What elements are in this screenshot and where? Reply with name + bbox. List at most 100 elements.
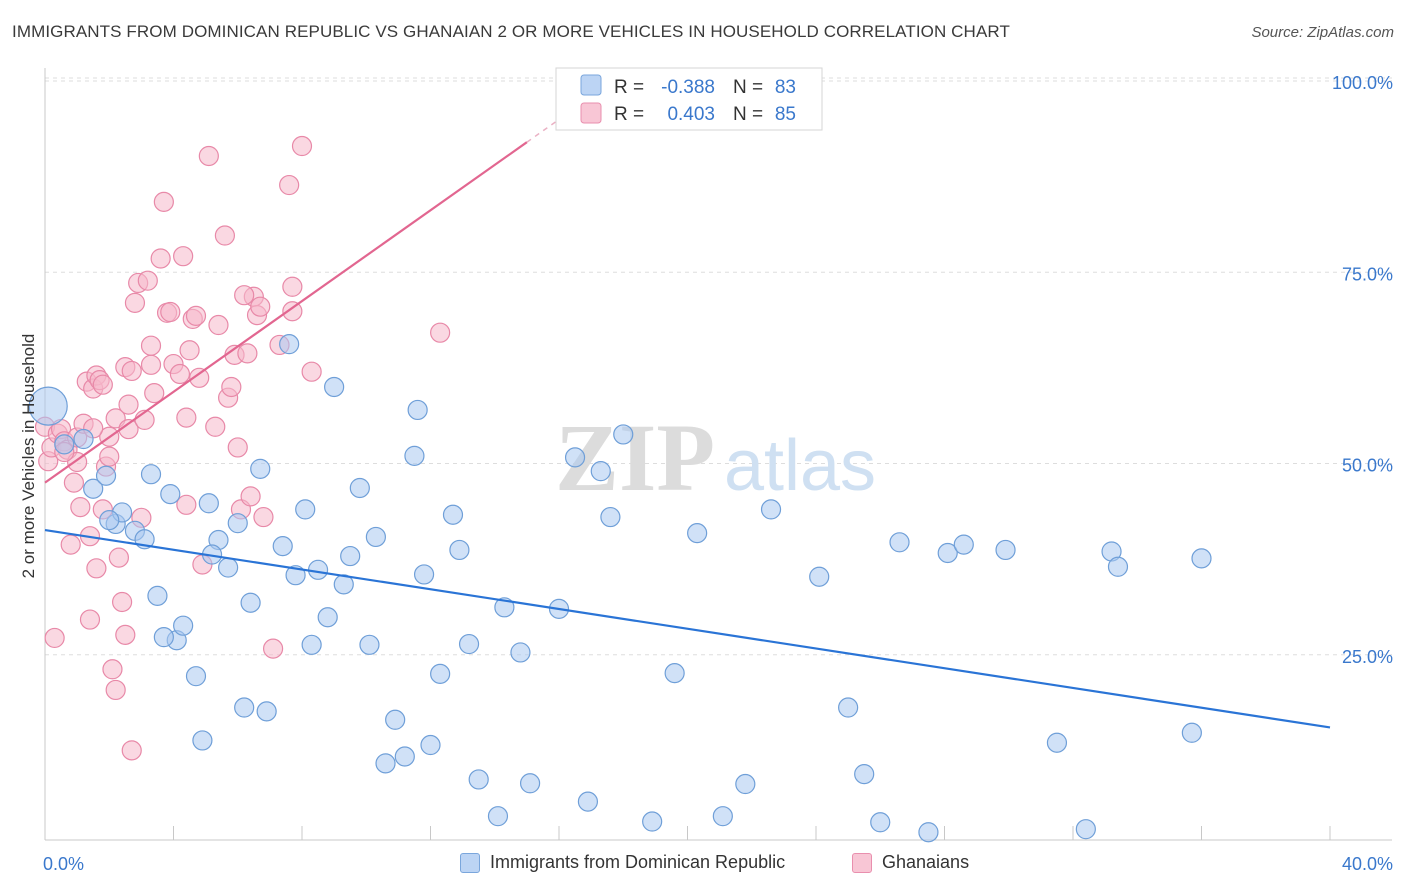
dominican-point <box>192 730 213 751</box>
ghanaians-point <box>169 363 191 385</box>
dominican-point <box>735 773 756 795</box>
y-tick-label: 100.0% <box>1332 73 1393 93</box>
bottom-legend: Immigrants from Dominican Republic Ghana… <box>0 852 1406 876</box>
dominican-point <box>1046 732 1068 753</box>
ghanaians-point <box>189 367 210 388</box>
ghanaians-point <box>234 285 255 306</box>
ghanaians-point <box>262 638 284 659</box>
dominican-point <box>198 493 219 514</box>
x-tick-label: 40.0% <box>1342 854 1393 874</box>
dominican-point <box>394 746 415 767</box>
ghanaians-point <box>291 135 313 157</box>
ghanaians-point <box>150 248 171 269</box>
ghanaians-point <box>282 276 303 297</box>
ghanaians-point <box>86 558 107 579</box>
legend-r-label-2: R = <box>614 104 644 125</box>
dominican-point <box>173 615 194 636</box>
ghanaians-point <box>237 343 258 364</box>
legend-r-value-2: 0.403 <box>667 104 715 125</box>
dominican-point <box>301 634 322 655</box>
legend-label-dominican: Immigrants from Dominican Republic <box>490 852 786 872</box>
dominican-point <box>458 633 480 655</box>
dominican-point <box>285 565 306 586</box>
legend-n-value-1: 83 <box>775 77 796 98</box>
dominican-point <box>83 478 104 499</box>
dominican-point <box>564 447 586 468</box>
dominican-point <box>73 428 94 450</box>
ghanaians-point <box>279 174 300 196</box>
y-tick-label: 25.0% <box>1342 647 1393 667</box>
dominican-point <box>889 532 910 553</box>
grid-layer <box>45 77 1392 656</box>
dominican-point <box>218 557 239 578</box>
dominican-point <box>404 445 425 466</box>
dominican-point <box>234 697 255 718</box>
dominican-point <box>407 399 428 421</box>
ghanaians-point <box>99 446 120 467</box>
series-ghanaians <box>34 135 451 761</box>
ghanaians-point <box>44 627 65 649</box>
ghanaians-point <box>144 383 165 404</box>
dominican-point <box>385 709 406 730</box>
dominican-point <box>295 499 316 520</box>
legend-r-value-1: -0.388 <box>661 77 715 98</box>
ghanaians-point <box>92 374 113 395</box>
dominican-point <box>375 753 396 774</box>
dominican-point <box>1107 556 1129 577</box>
ghanaians-point <box>105 679 126 701</box>
ghanaians-point <box>63 472 85 493</box>
legend-swatch-ghanaians <box>852 852 872 873</box>
dominican-point <box>185 666 207 687</box>
dominican-point <box>307 559 329 580</box>
ghanaians-point <box>198 145 219 167</box>
dominican-point <box>349 477 370 499</box>
ghanaians-point <box>121 740 142 761</box>
dominican-point <box>279 334 300 355</box>
dominican-point <box>54 434 75 455</box>
dominican-point <box>153 627 174 648</box>
dominican-point <box>28 386 68 426</box>
dominican-point <box>413 564 435 585</box>
trend-line-ghanaians <box>44 141 528 484</box>
ghanaians-point <box>205 416 226 437</box>
dominican-point <box>1075 819 1096 840</box>
dominican-point <box>613 424 634 445</box>
ghanaians-point <box>70 497 91 518</box>
dominican-point <box>642 811 663 832</box>
ghanaians-point <box>140 354 162 375</box>
ghanaians-point <box>102 659 123 680</box>
ghanaians-point <box>176 494 197 515</box>
dominican-point <box>1191 548 1212 569</box>
dominican-point <box>95 465 117 486</box>
dominican-point <box>953 534 974 555</box>
dominican-point <box>324 376 345 398</box>
dominican-point <box>140 464 162 485</box>
axis-layer: 25.0% 50.0% 75.0% 100.0% 0.0% 40.0% <box>43 68 1393 874</box>
dominican-point <box>600 506 621 528</box>
ghanaians-point <box>111 591 133 613</box>
dominican-point <box>468 769 489 790</box>
dominican-point <box>760 499 782 520</box>
y-tick-label: 50.0% <box>1342 456 1393 476</box>
dominican-point <box>577 791 599 812</box>
dominican-point <box>442 504 464 525</box>
ghanaians-point <box>221 376 242 398</box>
trend-line-dominican <box>44 528 1331 729</box>
dominican-point <box>449 539 470 561</box>
dominican-point <box>809 566 830 587</box>
dominican-point <box>870 812 891 833</box>
ghanaians-point <box>214 225 235 246</box>
ghanaians-point <box>79 609 101 630</box>
legend-item-ghanaians: Ghanaians <box>852 852 969 873</box>
dominican-point <box>430 663 451 684</box>
dominican-point <box>250 458 271 479</box>
y-tick-label: 75.0% <box>1342 264 1393 284</box>
dominican-point <box>494 597 515 618</box>
dominican-point <box>995 539 1016 561</box>
legend-r-label-1: R = <box>614 77 644 98</box>
x-tick-label: 0.0% <box>43 854 84 874</box>
legend-swatch-dominican <box>460 852 480 873</box>
dominican-point <box>519 773 541 794</box>
dominican-point <box>365 526 386 548</box>
